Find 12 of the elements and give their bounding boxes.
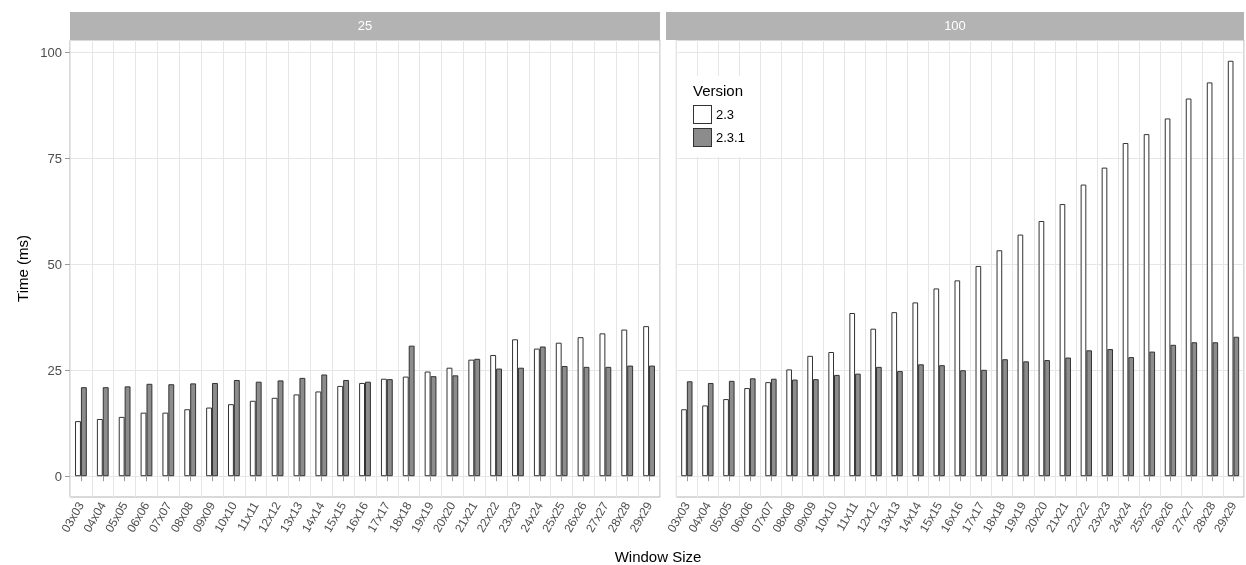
- legend-label: 2.3: [716, 107, 735, 122]
- y-tick-label: 0: [54, 468, 62, 484]
- y-tick-label: 100: [40, 44, 62, 60]
- legend-label: 2.3.1: [716, 130, 745, 145]
- chart-title: 25: [70, 12, 660, 40]
- legend-title: Version: [693, 82, 745, 99]
- chart-title: 100: [666, 12, 1244, 40]
- y-axis-title: Time (ms): [13, 234, 31, 302]
- y-tick-label: 50: [47, 256, 62, 272]
- y-tick-label: 25: [47, 362, 62, 378]
- y-tick-label: 75: [47, 150, 62, 166]
- x-axis-title: Window Size: [613, 548, 703, 565]
